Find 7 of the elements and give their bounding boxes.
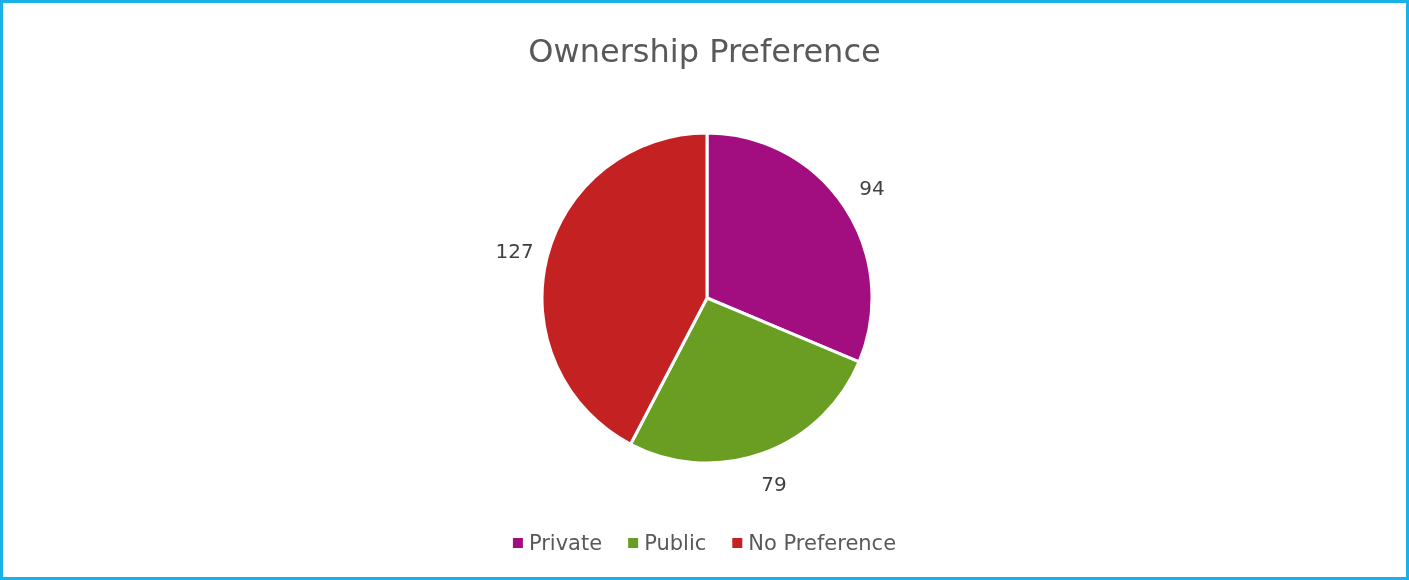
legend-label: Public	[644, 531, 707, 555]
data-label: 94	[859, 176, 885, 201]
chart-title: Ownership Preference	[528, 32, 881, 70]
legend-label: Private	[528, 531, 603, 555]
data-label: 79	[761, 472, 787, 497]
legend-label: No Preference	[748, 531, 897, 555]
data-label: 127	[495, 238, 534, 263]
